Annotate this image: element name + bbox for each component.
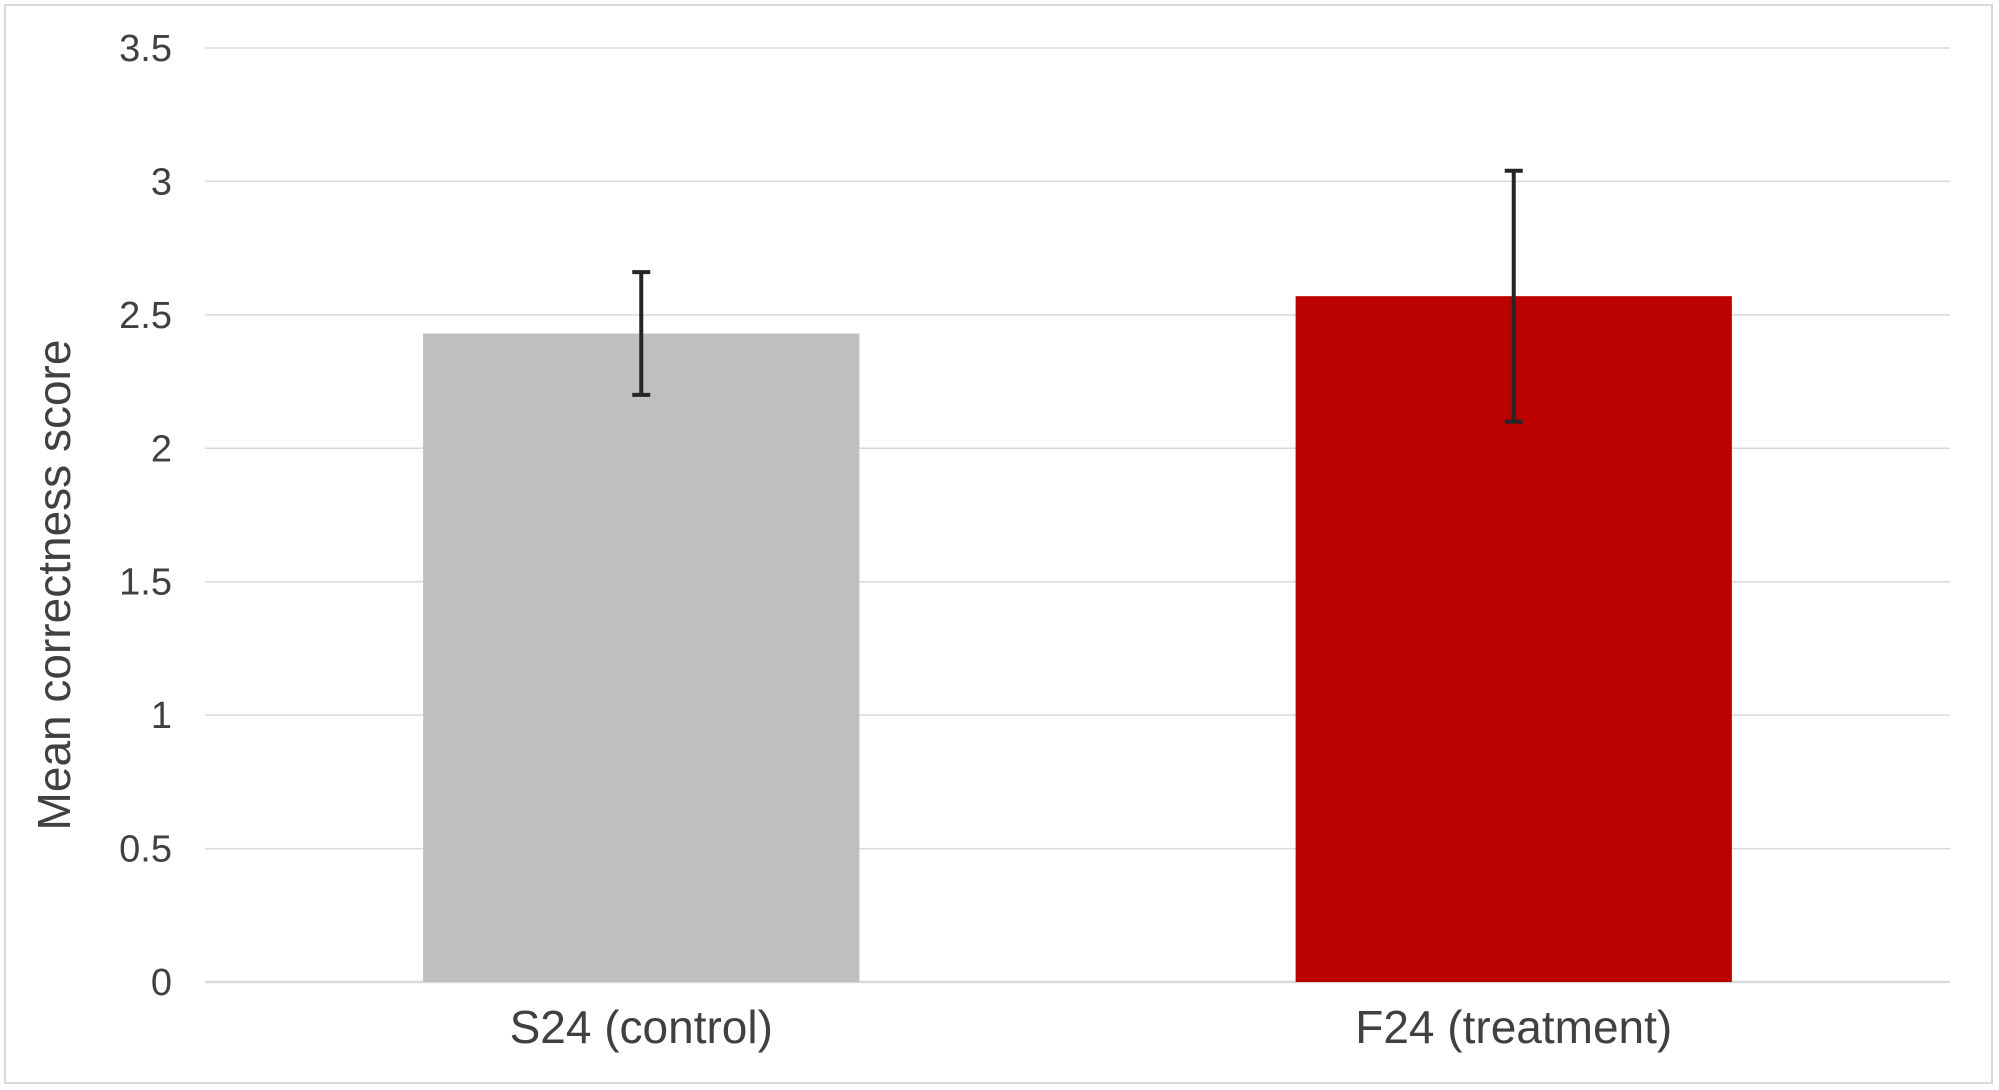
y-tick-label: 3 [151, 161, 172, 203]
x-category-label: S24 (control) [510, 1001, 773, 1053]
x-category-labels: S24 (control) F24 (treatment) [510, 1001, 1673, 1053]
y-tick-label: 0.5 [119, 829, 172, 871]
bars [423, 296, 1732, 983]
error-bar [1504, 168, 1523, 424]
y-tick-label: 2 [151, 428, 172, 470]
error-bar [632, 270, 651, 397]
y-tick-label: 3.5 [119, 28, 172, 70]
y-tick-label: 2.5 [119, 295, 172, 337]
y-tick-labels: 0 0.5 1 1.5 2 2.5 3 3.5 [119, 28, 172, 1004]
y-tick-label: 1 [151, 695, 172, 737]
y-tick-label: 0 [151, 962, 172, 1004]
bar [423, 333, 860, 983]
y-axis-title: Mean correctness score [28, 340, 80, 831]
x-category-label: F24 (treatment) [1355, 1001, 1672, 1053]
error-bars [632, 168, 1523, 424]
y-tick-label: 1.5 [119, 562, 172, 604]
